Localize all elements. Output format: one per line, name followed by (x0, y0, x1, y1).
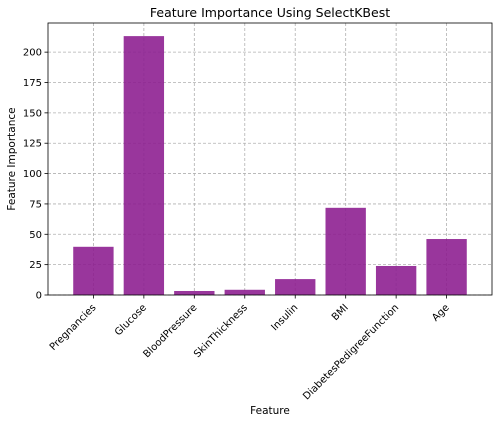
y-tick-label: 200 (23, 48, 42, 59)
bar-skinthickness (224, 289, 265, 295)
y-tick-label: 50 (29, 230, 42, 241)
bar-age (426, 239, 467, 295)
y-tick-label: 25 (29, 260, 42, 271)
bar-bloodpressure (174, 290, 215, 295)
bars (73, 36, 467, 295)
x-axis-label: Feature (250, 405, 290, 417)
chart-title: Feature Importance Using SelectKBest (150, 5, 390, 20)
bar-bmi (325, 207, 366, 295)
y-tick-label: 75 (29, 199, 42, 210)
y-axis-label: Feature Importance (6, 107, 18, 210)
bar-glucose (123, 36, 165, 295)
y-tick-label: 0 (36, 291, 42, 302)
y-tick-label: 175 (23, 78, 42, 89)
bar-insulin (275, 279, 316, 295)
y-axis-ticks: 0 25 50 75 100 125 150 175 200 (23, 48, 48, 302)
bar-pregnancies (73, 246, 114, 295)
y-tick-label: 150 (23, 108, 42, 119)
bar-diabetespedigreefunction (375, 265, 417, 295)
y-tick-label: 125 (23, 139, 42, 150)
plot-frame (47, 22, 493, 296)
y-tick-label: 100 (23, 169, 42, 180)
